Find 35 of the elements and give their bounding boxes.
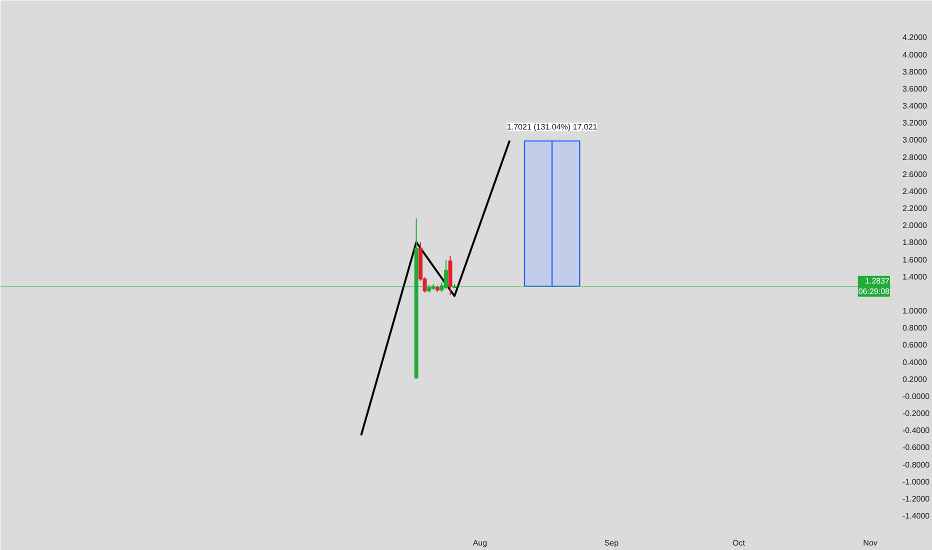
y-tick-label: 1.0000: [902, 306, 928, 316]
y-tick-label: 2.6000: [902, 170, 928, 179]
y-tick-label: 4.2000: [902, 33, 928, 42]
y-tick-label: 1.6000: [902, 255, 928, 264]
line-series: [360, 140, 511, 436]
y-tick-label: 3.8000: [902, 67, 928, 76]
y-tick-label: -1.4000: [902, 512, 930, 521]
y-tick-label: 4.0000: [902, 50, 928, 60]
x-tick-label: Sep: [604, 538, 620, 548]
y-tick-label: 0.4000: [902, 358, 928, 367]
y-tick-label: -0.0000: [902, 392, 930, 401]
x-tick-label: Oct: [732, 538, 746, 548]
y-tick-label: 3.0000: [902, 136, 928, 145]
ref-line-label: 1.2837 06:29:08: [858, 276, 890, 296]
y-tick-label: -0.8000: [902, 460, 930, 470]
y-tick-label: -1.2000: [902, 494, 930, 504]
annotation: 1.7021 (131.04%) 17,021: [506, 122, 598, 132]
y-tick-label: 1.4000: [902, 272, 928, 282]
x-tick-label: Aug: [472, 538, 488, 548]
y-tick-label: 0.2000: [902, 374, 928, 384]
y-tick-label: -0.4000: [902, 426, 930, 436]
x-tick-label: Nov: [863, 538, 878, 548]
y-tick-label: 2.0000: [902, 221, 928, 230]
y-tick-label: 2.4000: [902, 186, 928, 196]
y-tick-label: -1.0000: [902, 477, 930, 486]
y-tick-label: -0.6000: [902, 443, 930, 452]
y-tick-label: 2.2000: [902, 204, 928, 214]
y-tick-label: 3.2000: [902, 118, 928, 128]
y-tick-label: -0.2000: [902, 409, 930, 418]
y-tick-label: 2.8000: [902, 152, 928, 162]
y-tick-label: 3.4000: [902, 102, 928, 111]
y-tick-label: 3.6000: [902, 84, 928, 94]
y-tick-label: 0.8000: [902, 324, 928, 333]
y-tick-label: 0.6000: [902, 340, 928, 350]
y-tick-label: 1.8000: [902, 238, 928, 248]
